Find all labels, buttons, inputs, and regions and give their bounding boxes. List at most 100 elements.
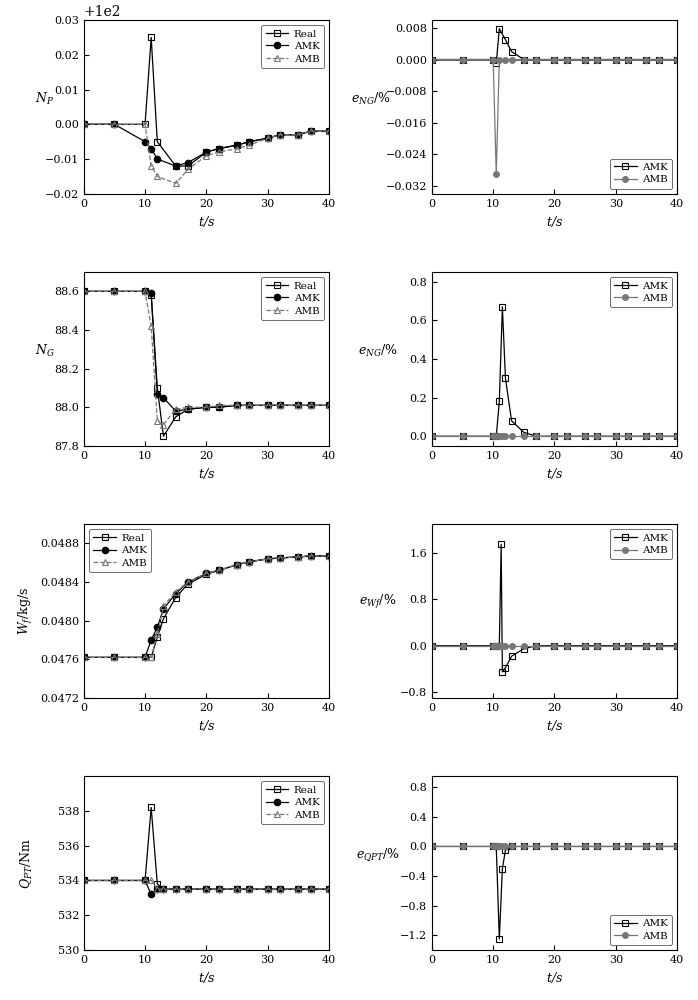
Line: AMB: AMB xyxy=(429,844,680,849)
AMK xyxy=(501,844,510,856)
AMK xyxy=(673,54,681,66)
AMB xyxy=(159,600,168,612)
Real xyxy=(141,118,149,130)
AMB xyxy=(153,628,161,640)
Real xyxy=(245,883,253,895)
Real xyxy=(263,883,272,895)
Real xyxy=(294,129,302,141)
Real xyxy=(214,883,223,895)
AMB xyxy=(110,874,119,886)
X-axis label: $t$/s: $t$/s xyxy=(546,718,563,733)
AMK xyxy=(655,54,663,66)
AMB xyxy=(507,430,516,442)
Legend: AMK, AMB: AMK, AMB xyxy=(609,159,672,189)
Line: AMK: AMK xyxy=(81,877,332,897)
AMB xyxy=(593,430,602,442)
AMB xyxy=(141,874,149,886)
Real xyxy=(263,132,272,144)
X-axis label: $t$/s: $t$/s xyxy=(546,214,563,229)
AMK xyxy=(492,840,500,852)
AMK xyxy=(519,643,528,655)
AMB xyxy=(325,125,333,137)
Real xyxy=(263,399,272,411)
AMK xyxy=(325,550,333,562)
AMK xyxy=(563,840,571,852)
Y-axis label: $N_P$: $N_P$ xyxy=(35,91,54,107)
Real xyxy=(184,883,192,895)
AMB xyxy=(276,883,284,895)
AMB xyxy=(593,640,602,652)
Legend: AMK, AMB: AMK, AMB xyxy=(609,529,672,559)
AMB xyxy=(110,285,119,297)
AMB xyxy=(563,640,571,652)
Y-axis label: $e_{QPT}$/%: $e_{QPT}$/% xyxy=(356,847,400,863)
AMK xyxy=(306,883,315,895)
X-axis label: $t$/s: $t$/s xyxy=(198,970,215,985)
AMK xyxy=(141,285,149,297)
AMB xyxy=(172,403,180,415)
Line: AMB: AMB xyxy=(429,57,680,177)
AMK xyxy=(184,883,192,895)
AMK xyxy=(325,399,333,411)
AMK xyxy=(624,54,632,66)
Legend: Real, AMK, AMB: Real, AMK, AMB xyxy=(261,25,324,68)
AMB xyxy=(306,883,315,895)
Line: Real: Real xyxy=(81,34,332,169)
AMB xyxy=(492,168,500,180)
AMB xyxy=(581,54,589,66)
AMB xyxy=(673,430,681,442)
AMB xyxy=(655,640,663,652)
AMK xyxy=(611,430,620,442)
AMK xyxy=(459,840,467,852)
AMB xyxy=(501,54,510,66)
AMK xyxy=(202,567,211,579)
AMB xyxy=(428,640,436,652)
Real xyxy=(294,883,302,895)
AMB xyxy=(593,840,602,852)
X-axis label: $t$/s: $t$/s xyxy=(546,466,563,481)
AMK xyxy=(492,430,500,442)
Line: AMK: AMK xyxy=(429,542,680,675)
AMK xyxy=(233,139,242,151)
Real xyxy=(153,382,161,394)
AMK xyxy=(507,650,516,662)
AMB xyxy=(498,840,507,852)
Real xyxy=(159,613,168,625)
AMK xyxy=(294,551,302,563)
AMK xyxy=(172,883,180,895)
Line: AMK: AMK xyxy=(81,288,332,414)
AMB xyxy=(294,129,302,141)
AMK xyxy=(147,888,156,900)
AMK xyxy=(624,640,632,652)
Y-axis label: $W_f$/kg/s: $W_f$/kg/s xyxy=(17,587,35,635)
AMB xyxy=(550,840,558,852)
Real xyxy=(263,553,272,565)
AMK xyxy=(642,430,651,442)
AMB xyxy=(276,399,284,411)
Real xyxy=(80,118,88,130)
AMK xyxy=(141,874,149,886)
AMB xyxy=(655,54,663,66)
AMK xyxy=(550,54,558,66)
Real xyxy=(325,550,333,562)
AMB xyxy=(550,640,558,652)
Legend: Real, AMK, AMB: Real, AMK, AMB xyxy=(89,529,151,572)
AMK xyxy=(492,640,500,652)
AMB xyxy=(519,54,528,66)
Real xyxy=(141,285,149,297)
Real xyxy=(214,143,223,155)
AMB xyxy=(501,640,510,652)
Real xyxy=(325,399,333,411)
AMB xyxy=(519,640,528,652)
X-axis label: $t$/s: $t$/s xyxy=(198,214,215,229)
AMK xyxy=(459,640,467,652)
AMB xyxy=(153,170,161,182)
AMB xyxy=(581,840,589,852)
Y-axis label: $e_{Wf}$/%: $e_{Wf}$/% xyxy=(359,593,396,611)
AMB xyxy=(492,430,500,442)
AMK xyxy=(147,143,156,155)
Real xyxy=(294,551,302,563)
Real xyxy=(325,883,333,895)
AMB xyxy=(245,399,253,411)
Real xyxy=(276,399,284,411)
